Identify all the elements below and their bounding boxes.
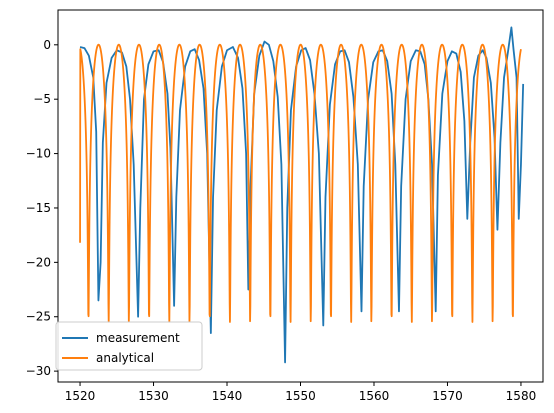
y-tick-label: −25 bbox=[26, 310, 51, 324]
y-tick-label: 0 bbox=[43, 38, 51, 52]
y-tick-label: −30 bbox=[26, 364, 51, 378]
x-tick-label: 1570 bbox=[432, 389, 463, 403]
series-measurement-line bbox=[79, 26, 525, 364]
x-tick-label: 1530 bbox=[138, 389, 169, 403]
x-tick-label: 1560 bbox=[359, 389, 390, 403]
x-tick-label: 1580 bbox=[506, 389, 537, 403]
series-analytical-line bbox=[79, 43, 522, 323]
legend-label-analytical: analytical bbox=[96, 351, 154, 365]
x-tick-label: 1550 bbox=[285, 389, 316, 403]
y-tick-label: −10 bbox=[26, 147, 51, 161]
x-tick-label: 1540 bbox=[212, 389, 243, 403]
y-tick-label: −15 bbox=[26, 201, 51, 215]
y-tick-label: −5 bbox=[33, 92, 51, 106]
legend: measurement analytical bbox=[55, 321, 203, 371]
legend-box bbox=[55, 321, 203, 371]
y-tick-label: −20 bbox=[26, 255, 51, 269]
plot-lines bbox=[79, 26, 525, 364]
y-axis: 0 −5 −10 −15 −20 −25 −30 bbox=[26, 38, 58, 378]
legend-label-measurement: measurement bbox=[96, 331, 180, 345]
x-axis: 1520 1530 1540 1550 1560 1570 1580 bbox=[65, 382, 536, 403]
x-tick-label: 1520 bbox=[65, 389, 96, 403]
